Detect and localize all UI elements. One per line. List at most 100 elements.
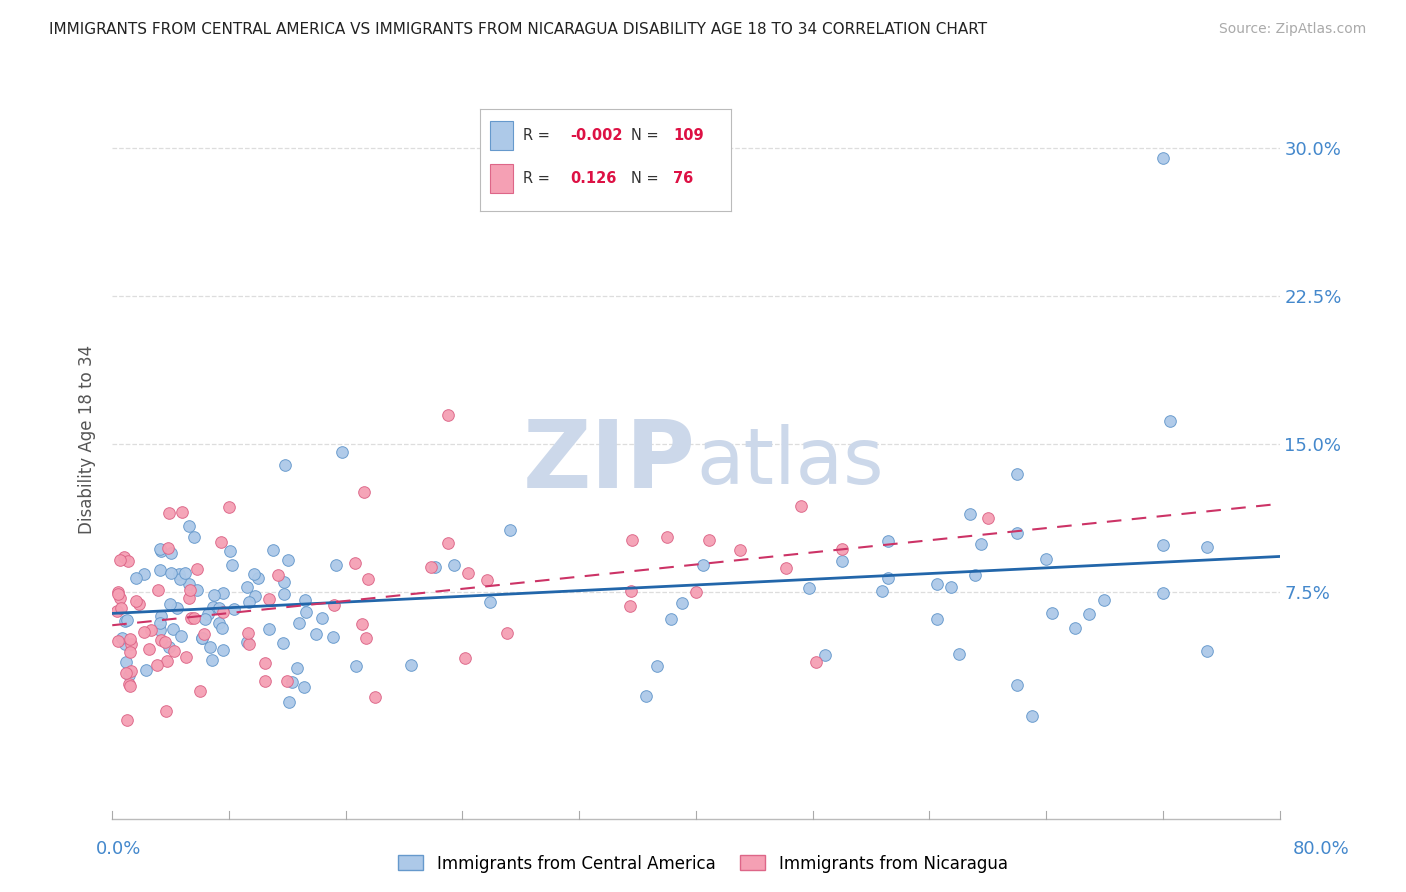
Point xyxy=(685,584,707,599)
Point xyxy=(118,677,141,691)
Point xyxy=(927,612,949,626)
Point xyxy=(671,596,693,610)
Point xyxy=(499,524,522,538)
Point xyxy=(636,690,658,704)
Point xyxy=(1195,644,1218,658)
Point xyxy=(1021,709,1043,723)
Point xyxy=(179,583,201,598)
Point xyxy=(620,533,643,548)
Point xyxy=(201,653,224,667)
Point xyxy=(253,657,276,671)
Point xyxy=(166,601,188,615)
Point xyxy=(965,568,987,582)
Point xyxy=(941,580,963,594)
Point xyxy=(870,584,893,599)
Point xyxy=(191,631,214,645)
Point xyxy=(267,567,290,582)
Text: Source: ZipAtlas.com: Source: ZipAtlas.com xyxy=(1219,22,1367,37)
Point xyxy=(1040,607,1063,621)
Point xyxy=(294,605,316,619)
Point xyxy=(775,561,797,575)
Point xyxy=(1152,586,1174,600)
Point xyxy=(162,622,184,636)
Point xyxy=(112,550,135,565)
Point xyxy=(287,616,309,631)
Point xyxy=(420,560,443,574)
Point xyxy=(128,597,150,611)
Point xyxy=(311,611,333,625)
Point xyxy=(208,600,231,615)
Point xyxy=(728,543,751,558)
Point xyxy=(212,643,235,657)
Point xyxy=(180,611,202,625)
Point xyxy=(188,683,211,698)
Point xyxy=(149,563,172,577)
Point xyxy=(655,530,678,544)
Point xyxy=(159,566,181,580)
Point xyxy=(813,648,835,663)
Point xyxy=(246,571,269,585)
Point xyxy=(149,542,172,557)
Point xyxy=(125,571,148,585)
Point xyxy=(285,661,308,675)
Point xyxy=(977,511,1000,525)
Point xyxy=(804,656,827,670)
Point xyxy=(257,592,280,607)
Point xyxy=(209,534,232,549)
Point xyxy=(831,542,853,557)
Point xyxy=(118,645,141,659)
Point xyxy=(139,623,162,637)
Y-axis label: Disability Age 18 to 34: Disability Age 18 to 34 xyxy=(79,344,96,534)
Legend: Immigrants from Central America, Immigrants from Nicaragua: Immigrants from Central America, Immigra… xyxy=(392,848,1014,880)
Point xyxy=(146,583,169,598)
Text: ZIP: ZIP xyxy=(523,416,696,508)
Point xyxy=(259,622,281,636)
Text: 0.0%: 0.0% xyxy=(96,840,141,858)
Point xyxy=(218,500,240,515)
Point xyxy=(1152,538,1174,552)
Point xyxy=(294,593,316,607)
Point xyxy=(1195,540,1218,554)
Point xyxy=(959,508,981,522)
Point xyxy=(169,572,191,586)
Text: 80.0%: 80.0% xyxy=(1294,840,1350,858)
Point xyxy=(167,566,190,581)
Point xyxy=(443,558,465,573)
Point xyxy=(322,599,344,613)
Point xyxy=(157,541,180,555)
Point xyxy=(495,626,517,640)
Point xyxy=(236,626,259,640)
Point xyxy=(108,591,131,606)
Point xyxy=(1035,551,1057,566)
Point xyxy=(105,604,128,618)
Point xyxy=(107,587,129,601)
Point xyxy=(274,458,297,472)
Point xyxy=(221,558,243,572)
Point xyxy=(114,655,136,669)
Point xyxy=(457,566,479,580)
Point xyxy=(177,518,200,533)
Point xyxy=(208,615,231,630)
Point xyxy=(191,631,214,645)
Point xyxy=(399,657,422,672)
Point xyxy=(149,615,172,630)
Point xyxy=(117,553,139,567)
Point xyxy=(114,614,136,628)
Point xyxy=(305,627,328,641)
Point xyxy=(149,623,172,637)
Point xyxy=(183,611,205,625)
Point xyxy=(1152,151,1174,165)
Point xyxy=(107,634,129,648)
Point xyxy=(692,558,714,572)
Point xyxy=(159,546,181,560)
Point xyxy=(927,577,949,591)
Point xyxy=(202,599,225,614)
Point xyxy=(135,664,157,678)
Point xyxy=(193,626,215,640)
Point xyxy=(1094,593,1116,607)
Point xyxy=(125,593,148,607)
Point xyxy=(437,408,460,422)
Point xyxy=(118,668,141,682)
Point xyxy=(475,574,498,588)
Point xyxy=(157,506,180,520)
